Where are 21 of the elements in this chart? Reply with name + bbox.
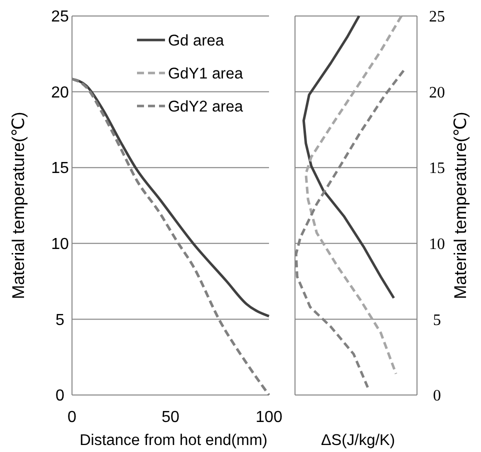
x-tick-label: 100: [256, 409, 282, 426]
x-axis-title: Distance from hot end(mm): [80, 432, 268, 449]
x-tick-label: 50: [162, 409, 180, 426]
y-tick-label: 25: [51, 8, 69, 26]
y-tick-label: 20: [51, 84, 69, 102]
y-tick-label: 15: [51, 160, 69, 178]
y-tick-label: 25: [429, 8, 445, 26]
y-axis-title: Material temperature(℃): [9, 112, 28, 300]
y-tick-label: 10: [51, 236, 69, 253]
y-tick-label: 0: [56, 388, 65, 405]
legend-label: GdY1 area: [168, 65, 244, 82]
y-tick-label: 15: [429, 160, 445, 178]
y-tick-label: 5: [56, 312, 65, 329]
y-tick-label: 20: [429, 84, 445, 102]
y-tick-label: 0: [433, 388, 441, 405]
x-axis-title: ΔS(J/kg/K): [320, 432, 396, 449]
y-axis-title: Material temperature(℃): [451, 112, 470, 300]
legend-label: GdY2 area: [168, 98, 244, 116]
y-tick-label: 10: [429, 236, 445, 253]
y-tick-label: 5: [433, 312, 441, 329]
legend-label: Gd area: [168, 32, 224, 50]
